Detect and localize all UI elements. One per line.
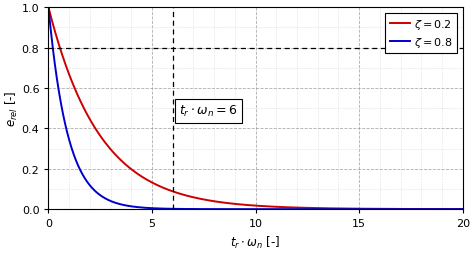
- $\zeta = 0.8$: [210, 208, 216, 211]
- $\zeta = 0.2$: [46, 7, 51, 10]
- $\zeta = 0.8$: [46, 7, 51, 10]
- Line: $\zeta = 0.2$: $\zeta = 0.2$: [48, 8, 463, 209]
- Y-axis label: $e_{rel}$ [-]: $e_{rel}$ [-]: [4, 91, 20, 127]
- $\zeta = 0.8$: [460, 208, 465, 211]
- $\zeta = 0.8$: [441, 208, 447, 211]
- $\zeta = 0.8$: [245, 208, 250, 211]
- $\zeta = 0.2$: [245, 204, 250, 207]
- Line: $\zeta = 0.8$: $\zeta = 0.8$: [48, 8, 463, 209]
- $\zeta = 0.2$: [183, 194, 189, 197]
- $\zeta = 0.8$: [297, 208, 302, 211]
- Text: $t_r \cdot \omega_n = 6$: $t_r \cdot \omega_n = 6$: [179, 104, 237, 119]
- $\zeta = 0.2$: [297, 206, 302, 209]
- $\zeta = 0.2$: [460, 208, 465, 211]
- $\zeta = 0.8$: [128, 205, 134, 208]
- $\zeta = 0.2$: [210, 200, 216, 203]
- $\zeta = 0.2$: [128, 168, 134, 171]
- X-axis label: $t_r \cdot \omega_n$ [-]: $t_r \cdot \omega_n$ [-]: [230, 234, 281, 250]
- $\zeta = 0.8$: [183, 208, 189, 211]
- Legend: $\zeta = 0.2$, $\zeta = 0.8$: $\zeta = 0.2$, $\zeta = 0.8$: [385, 14, 457, 54]
- $\zeta = 0.2$: [441, 208, 447, 211]
